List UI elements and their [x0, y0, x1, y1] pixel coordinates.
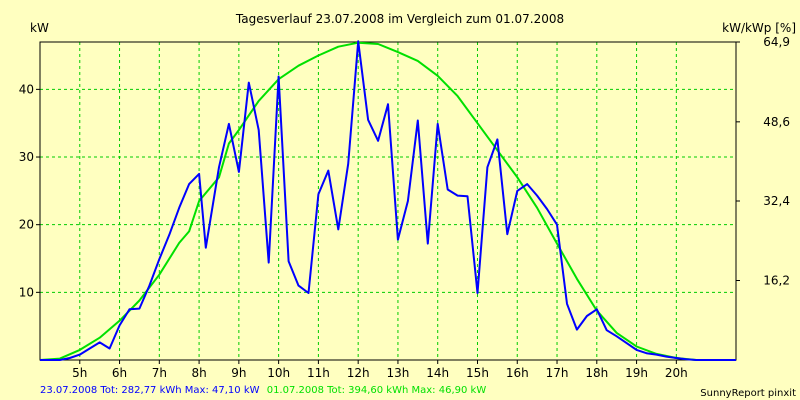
series-lines	[39, 40, 736, 361]
x-tick-labels: 5h 6h 7h 8h 9h 10h 11h 12h 13h 14h 15h 16h 17h 18h 19h…	[72, 366, 688, 380]
x-tick-label: 18h	[585, 366, 608, 380]
x-tick-label: 10h	[267, 366, 290, 380]
x-tick-label: 19h	[625, 366, 648, 380]
y-tick-label: 30	[19, 150, 34, 164]
legend-series-2: 01.07.2008 Tot: 394,60 kWh Max: 46,90 kW	[267, 385, 487, 396]
x-tick-label: 9h	[231, 366, 246, 380]
x-tick-label: 8h	[191, 366, 206, 380]
series-line-01-07-2008	[39, 41, 736, 361]
y2-tick-labels: 16,2 32,4 48,6 64,9	[763, 35, 790, 288]
x-tick-label: 11h	[307, 366, 330, 380]
x-tick-label: 6h	[112, 366, 127, 380]
x-tick-label: 13h	[387, 366, 410, 380]
y-axis-left-label: kW	[30, 21, 49, 35]
y2-tick-label: 16,2	[763, 274, 790, 288]
x-tick-label: 16h	[506, 366, 529, 380]
grid	[40, 42, 736, 360]
x-tick-label: 17h	[546, 366, 569, 380]
y-tick-label: 10	[19, 285, 34, 299]
y-tick-label: 20	[19, 218, 34, 232]
x-tick-label: 15h	[466, 366, 489, 380]
chart-title: Tagesverlauf 23.07.2008 im Vergleich zum…	[235, 12, 564, 26]
legend-series-1: 23.07.2008 Tot: 282,77 kWh Max: 47,10 kW	[40, 385, 260, 396]
x-tick-label: 14h	[426, 366, 449, 380]
series-line-23-07-2008	[40, 40, 736, 361]
footer-credit: SunnyReport pinxit	[700, 388, 796, 399]
x-tick-label: 7h	[152, 366, 167, 380]
y2-tick-label: 48,6	[763, 115, 790, 129]
footer-legend: 23.07.2008 Tot: 282,77 kWh Max: 47,10 kW…	[40, 385, 486, 396]
y2-tick-label: 32,4	[763, 194, 790, 208]
y-tick-label: 40	[19, 82, 34, 96]
x-tick-label: 20h	[665, 366, 688, 380]
y-axis-right-label: kW/kWp [%]	[722, 21, 796, 35]
axis-ticks	[36, 41, 740, 364]
y-tick-labels: 10 20 30 40	[19, 82, 34, 299]
x-tick-label: 12h	[347, 366, 370, 380]
x-tick-label: 5h	[72, 366, 87, 380]
y2-tick-label: 64,9	[763, 35, 790, 49]
